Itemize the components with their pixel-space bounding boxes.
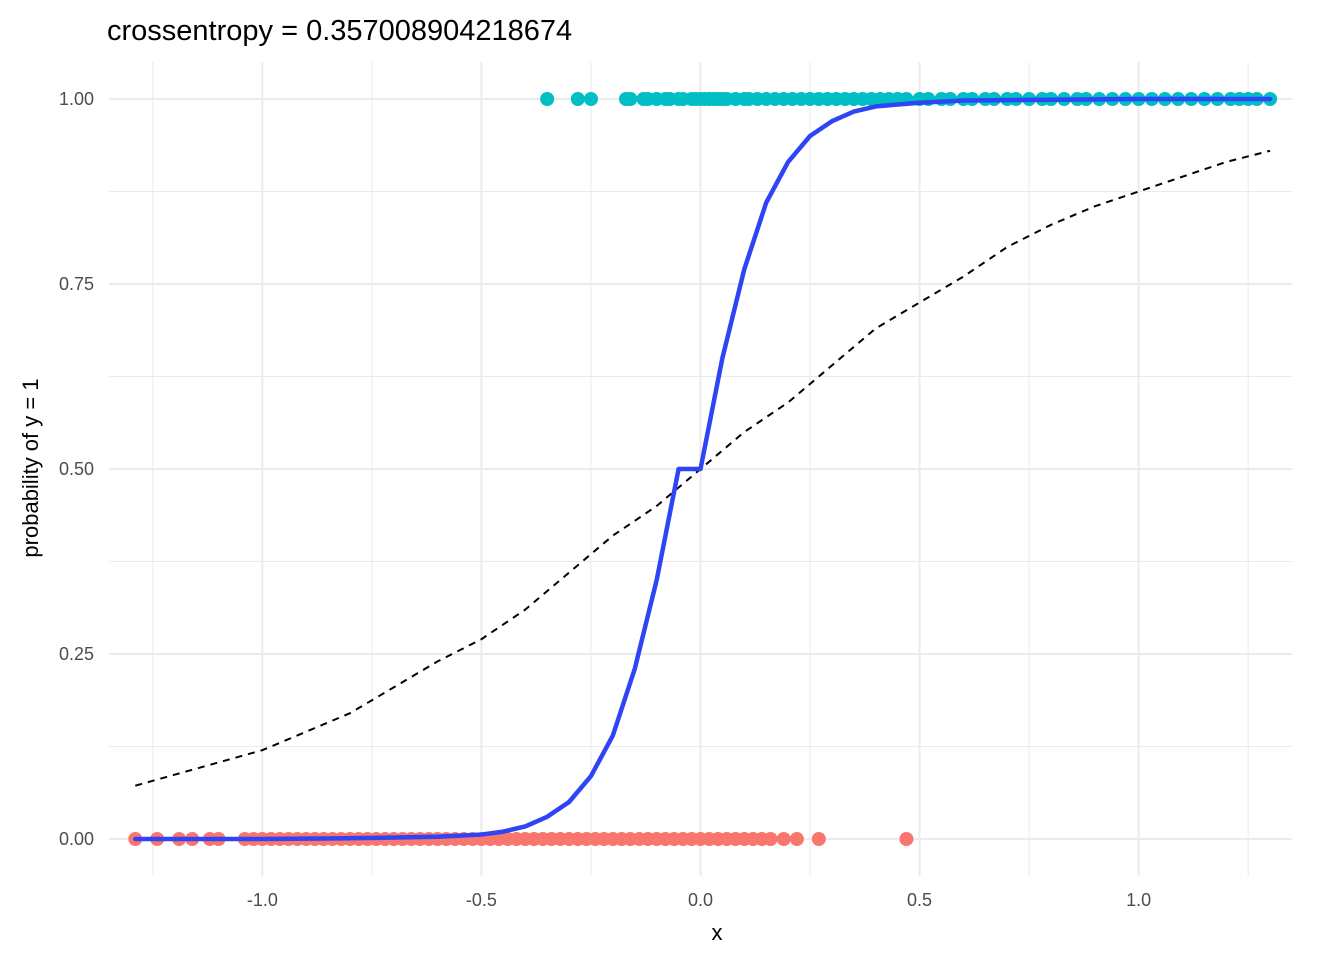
x-tick-label: 0.0 — [688, 890, 713, 910]
point-class-1 — [570, 92, 585, 106]
point-class-0 — [811, 832, 826, 846]
point-class-1 — [540, 92, 555, 106]
chart-title: crossentropy = 0.357008904218674 — [107, 15, 572, 47]
y-tick-label: 0.25 — [59, 644, 94, 664]
fitted-sigmoid-curve — [133, 96, 1273, 842]
x-tick-label: -1.0 — [247, 890, 278, 910]
y-tick-label: 0.75 — [59, 274, 94, 294]
x-ticks: -1.0 -0.5 0.0 0.5 1.0 — [247, 890, 1151, 910]
x-axis-label: x — [712, 920, 723, 945]
y-axis-label: probability of y = 1 — [18, 378, 43, 557]
reference-dashed-curve — [135, 149, 1271, 787]
point-class-0 — [763, 832, 778, 846]
y-tick-label: 0.00 — [59, 829, 94, 849]
x-tick-label: 0.5 — [907, 890, 932, 910]
y-ticks: 0.00 0.25 0.50 0.75 1.00 — [59, 89, 94, 849]
point-class-0 — [776, 832, 791, 846]
x-tick-label: 1.0 — [1126, 890, 1151, 910]
y-tick-label: 1.00 — [59, 89, 94, 109]
x-tick-label: -0.5 — [466, 890, 497, 910]
point-class-1 — [623, 92, 638, 106]
y-tick-label: 0.50 — [59, 459, 94, 479]
point-class-0 — [789, 832, 804, 846]
series-layer — [128, 92, 1278, 846]
point-class-1 — [583, 92, 598, 106]
point-class-0 — [899, 832, 914, 846]
